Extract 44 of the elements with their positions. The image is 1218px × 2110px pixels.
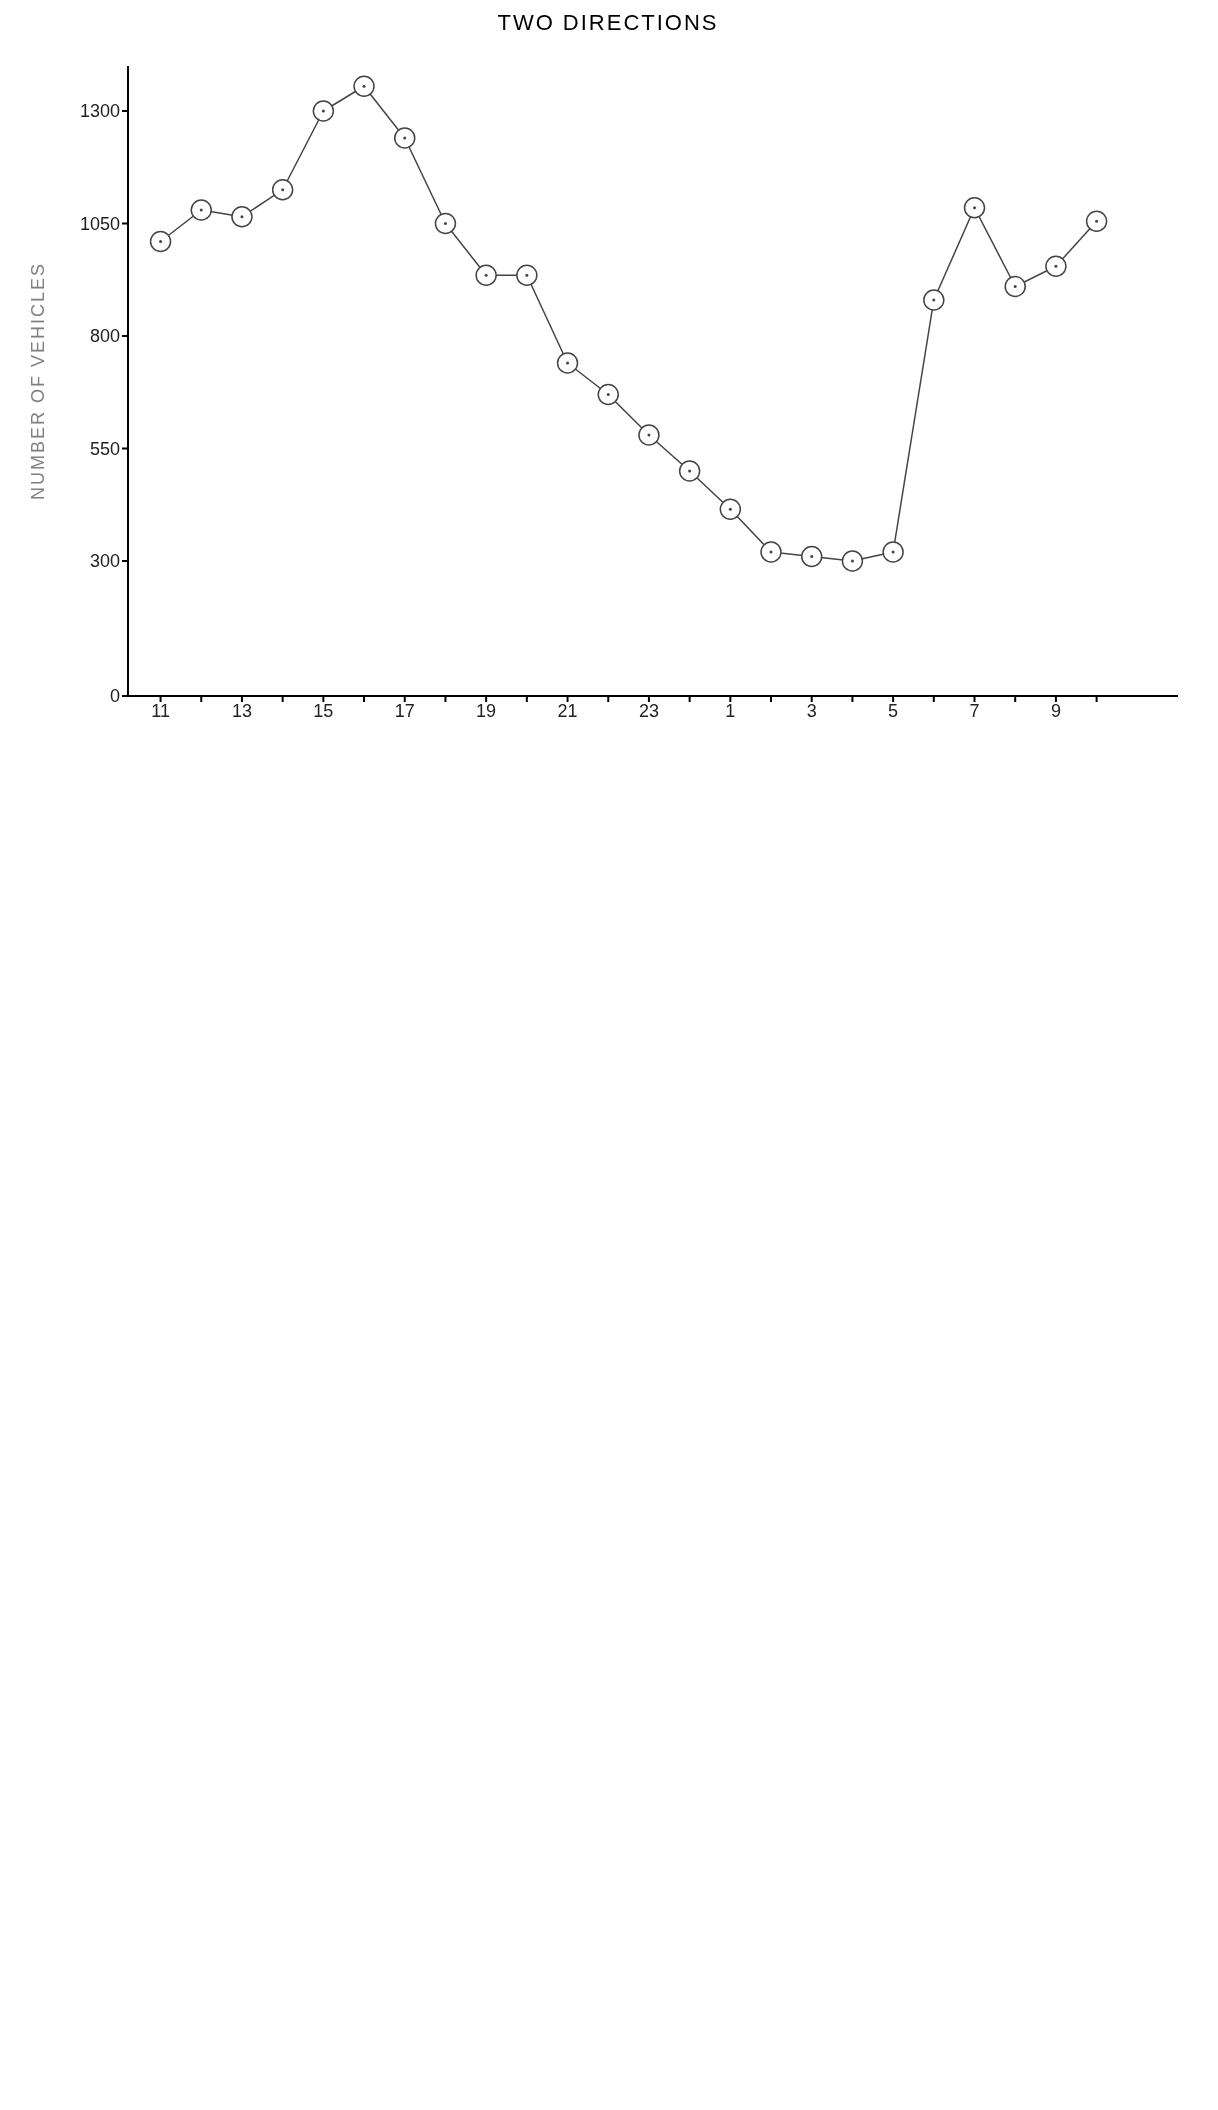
point bbox=[963, 197, 986, 219]
x-tick-label: 21 bbox=[557, 700, 578, 721]
point bbox=[556, 352, 579, 374]
chart-title: TWO DIRECTIONS bbox=[496, 10, 720, 36]
x-tick-label: 15 bbox=[313, 700, 334, 721]
point bbox=[760, 541, 782, 563]
point bbox=[516, 264, 538, 286]
x-tick-label: 5 bbox=[888, 700, 899, 721]
point bbox=[923, 289, 945, 311]
point bbox=[597, 383, 619, 406]
x-tick-label: 1 bbox=[725, 700, 736, 721]
point bbox=[1085, 210, 1108, 232]
point bbox=[393, 127, 416, 149]
y-tick-label: 1050 bbox=[79, 213, 120, 234]
point bbox=[800, 545, 823, 568]
point bbox=[719, 498, 742, 520]
point bbox=[190, 199, 213, 221]
point bbox=[271, 179, 294, 201]
point bbox=[434, 212, 457, 235]
x-tick-label: 11 bbox=[151, 700, 170, 721]
point bbox=[149, 230, 172, 253]
x-tick-label: 9 bbox=[1050, 700, 1061, 721]
point bbox=[475, 264, 497, 286]
point bbox=[1045, 255, 1067, 277]
y-tick-label: 550 bbox=[89, 438, 120, 459]
point bbox=[882, 541, 904, 563]
y-axis-title: NUMBER OF VEHICLES bbox=[28, 261, 49, 501]
point bbox=[638, 424, 660, 446]
y-tick-label: 1300 bbox=[79, 101, 120, 122]
point bbox=[312, 100, 335, 122]
x-tick-label: 13 bbox=[231, 700, 252, 721]
point bbox=[678, 460, 701, 482]
x-tick-label: 7 bbox=[969, 700, 980, 721]
point bbox=[353, 75, 375, 97]
x-tick-label: 23 bbox=[638, 700, 659, 721]
point bbox=[1004, 275, 1026, 298]
y-tick-label: 300 bbox=[89, 551, 120, 572]
y-tick-label: 0 bbox=[109, 686, 120, 707]
point bbox=[841, 550, 864, 572]
x-tick-label: 17 bbox=[394, 700, 415, 721]
x-tick-label: 19 bbox=[476, 700, 497, 721]
y-tick-label: 800 bbox=[89, 326, 120, 347]
x-tick-label: 3 bbox=[806, 700, 817, 721]
point bbox=[231, 206, 253, 228]
